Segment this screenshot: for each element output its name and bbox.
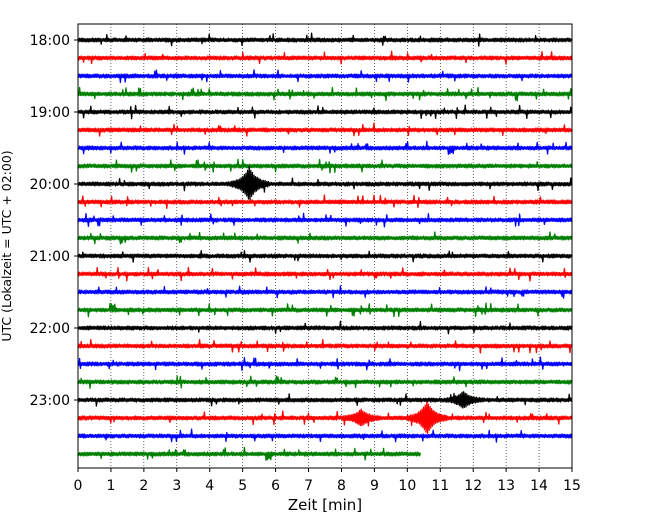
seismogram-trace	[77, 166, 573, 201]
x-tick-label: 0	[74, 478, 83, 494]
seismogram-trace	[77, 338, 573, 354]
seismogram-trace	[77, 194, 573, 209]
x-tick-label: 4	[205, 478, 214, 494]
y-tick-label: 20:00	[30, 177, 70, 193]
seismogram-trace	[77, 302, 573, 318]
seismogram-trace	[77, 446, 422, 461]
x-tick-label: 15	[563, 478, 581, 494]
y-tick-label: 21:00	[30, 249, 70, 265]
seismogram-trace	[77, 158, 573, 174]
x-tick-label: 9	[370, 478, 379, 494]
plot-frame	[77, 23, 573, 469]
x-tick-label: 3	[172, 478, 181, 494]
seismogram-trace	[77, 356, 573, 372]
x-tick-label: 12	[464, 478, 482, 494]
seismogram-trace	[77, 122, 573, 137]
seismogram-trace	[77, 86, 573, 102]
seismogram-trace	[77, 104, 573, 120]
seismogram-trace	[77, 69, 573, 84]
x-tick-label: 10	[398, 478, 416, 494]
x-tick-label: 8	[337, 478, 346, 494]
seismogram-trace	[77, 266, 573, 282]
seismogram-trace	[77, 250, 573, 263]
x-tick-label: 6	[271, 478, 280, 494]
x-tick-label: 2	[139, 478, 148, 494]
x-tick-label: 7	[304, 478, 313, 494]
y-tick-label: 18:00	[30, 33, 70, 49]
y-tick-label: 23:00	[30, 393, 70, 409]
x-tick-label: 13	[497, 478, 515, 494]
seismogram-trace	[77, 320, 573, 335]
x-axis: 0 1 2 3 4 5 6 7 8 9 10 11 12 13 14 15	[74, 468, 581, 494]
x-axis-label: Zeit [min]	[288, 496, 362, 514]
y-axis-label: UTC (Lokalzeit = UTC + 02:00)	[0, 150, 14, 341]
seismogram-trace	[77, 32, 573, 47]
y-tick-label: 22:00	[30, 321, 70, 337]
seismogram-trace	[77, 428, 573, 443]
seismogram-trace	[77, 212, 573, 228]
seismogram-trace	[77, 285, 573, 299]
x-tick-label: 5	[238, 478, 247, 494]
y-axis: 18:00 19:00 20:00 21:00 22:00 23:00	[30, 33, 78, 409]
seismogram-trace	[77, 375, 573, 389]
x-tick-label: 1	[106, 478, 115, 494]
x-tick-label: 11	[431, 478, 449, 494]
x-tick-label: 14	[530, 478, 548, 494]
seismogram-trace	[77, 231, 573, 245]
y-tick-label: 19:00	[30, 105, 70, 121]
seismogram-trace	[77, 140, 573, 155]
seismogram-trace	[77, 391, 573, 409]
trace-group	[77, 32, 573, 461]
x-gridlines	[110, 24, 540, 468]
seismogram-trace	[77, 401, 573, 434]
seismogram-trace	[77, 50, 573, 65]
